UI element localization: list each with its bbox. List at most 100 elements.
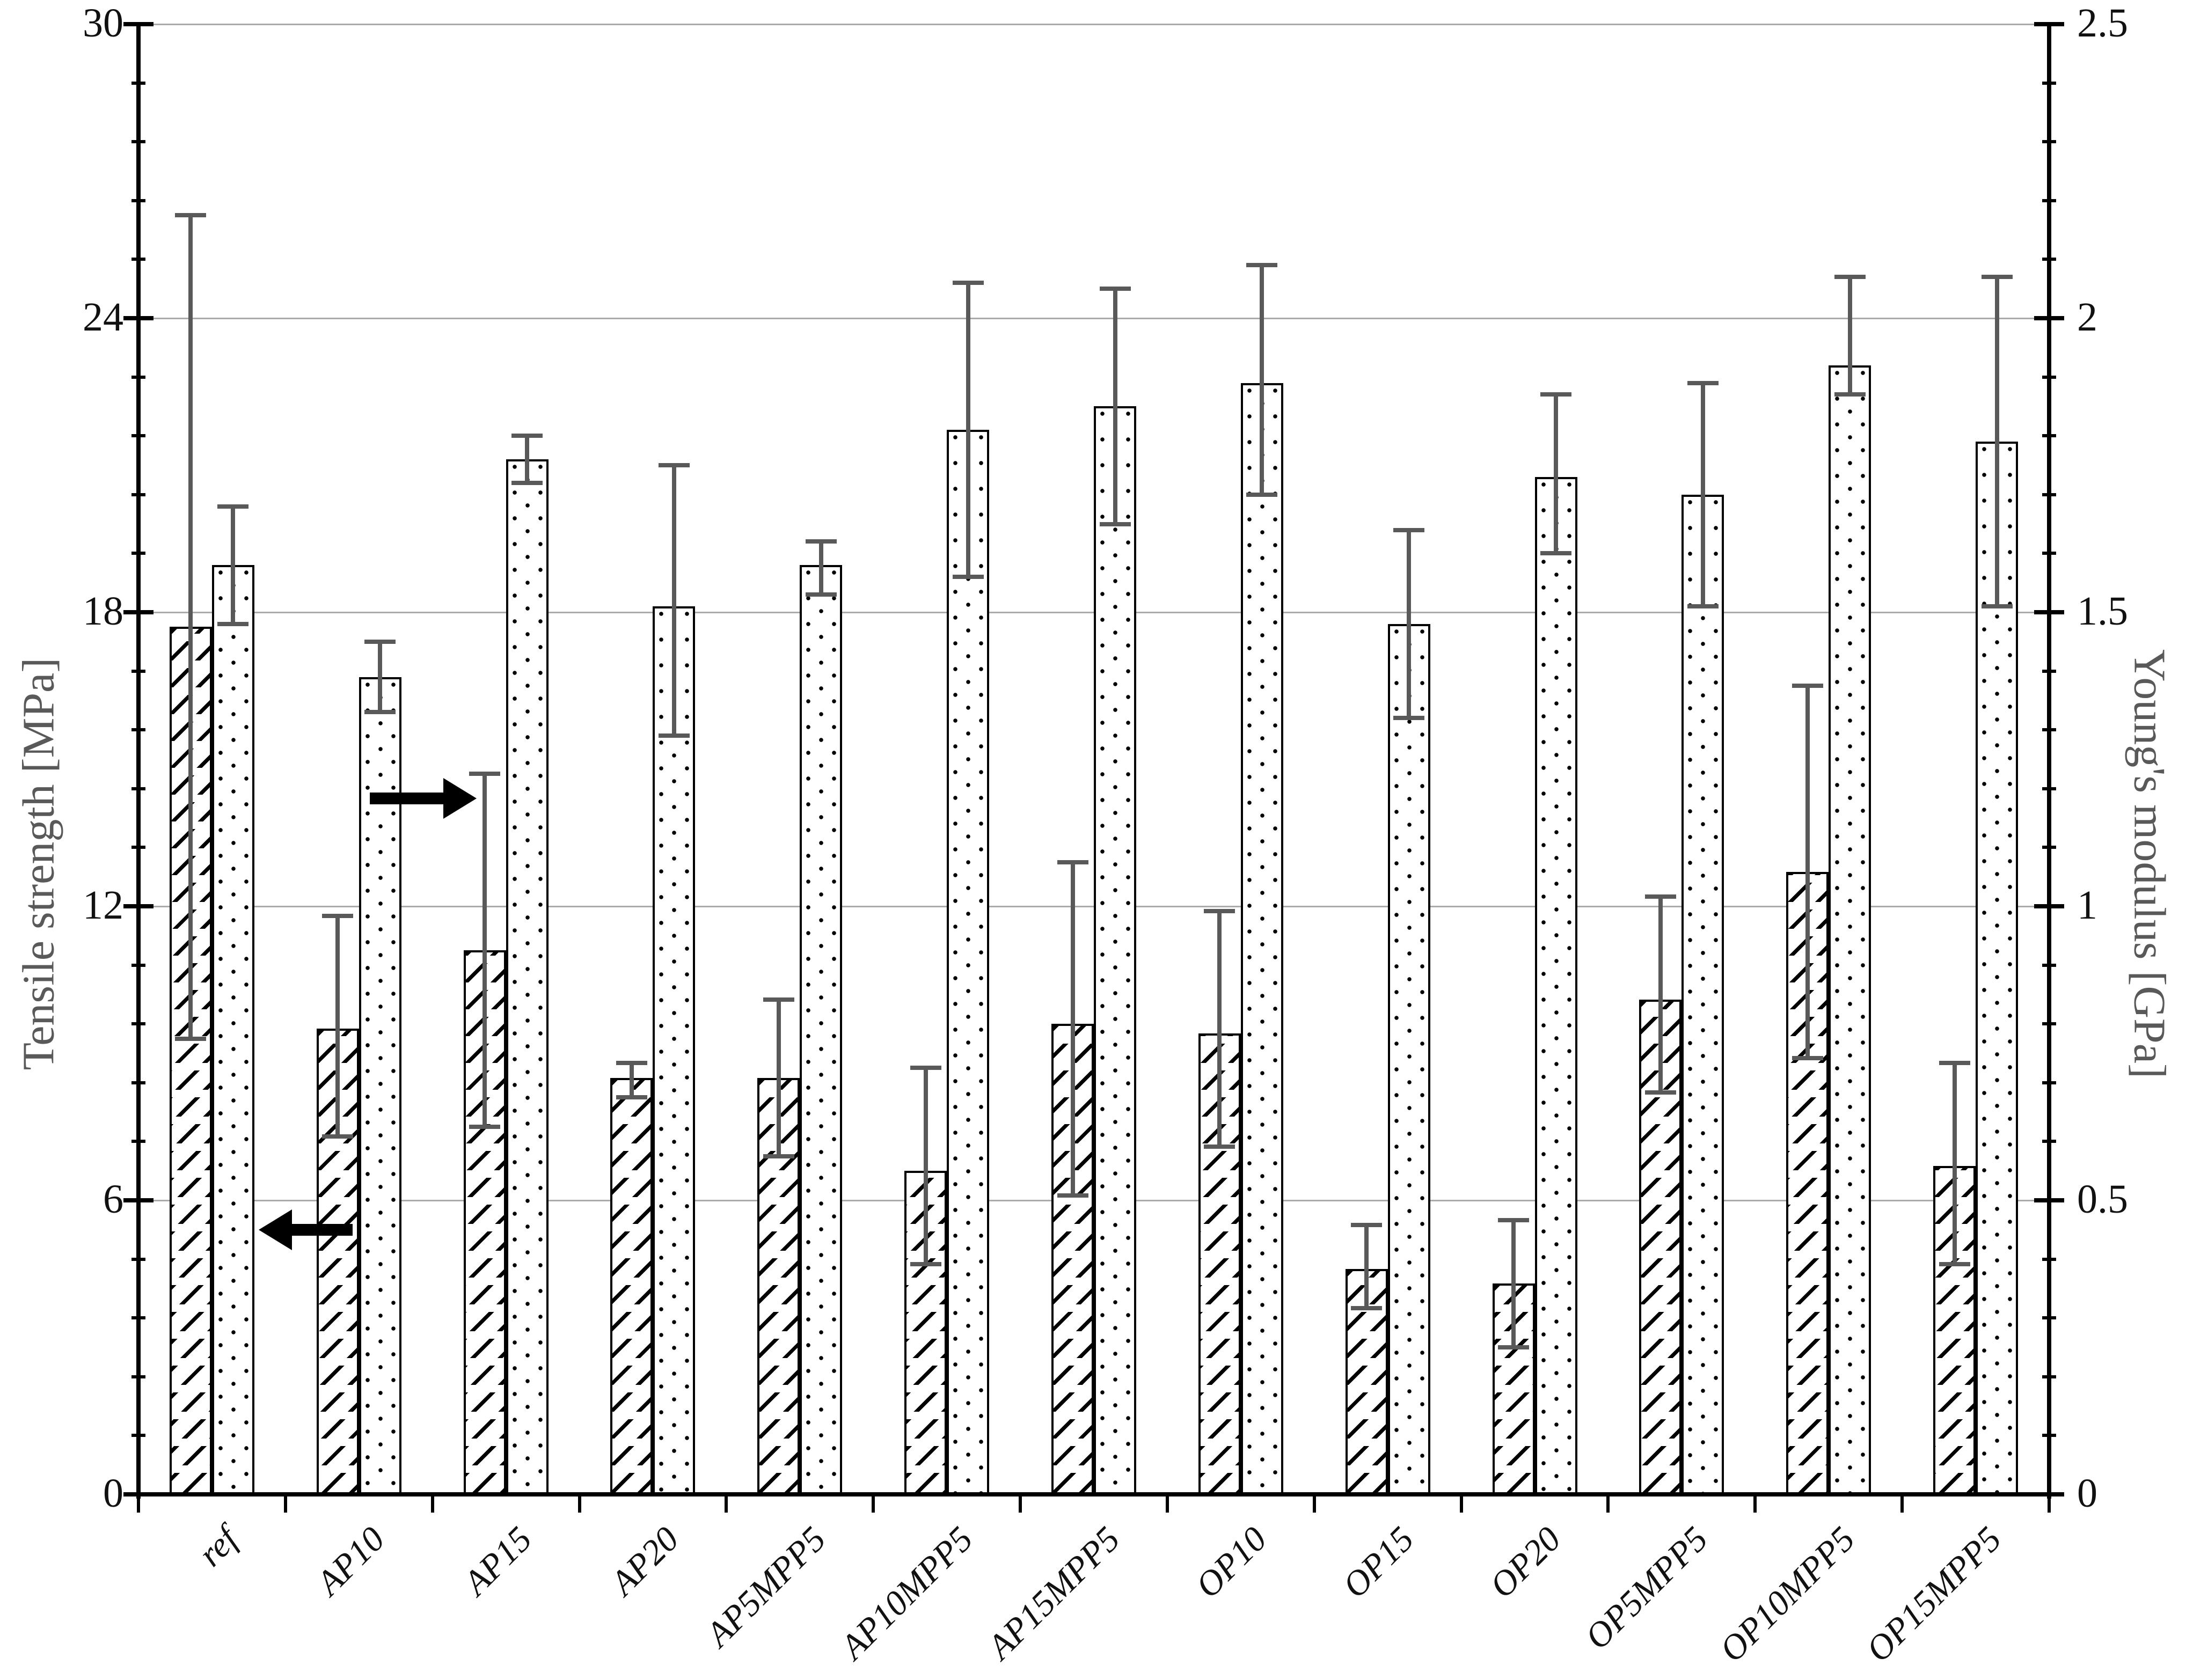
right-axis-tick-label: 2.5: [2077, 1, 2128, 46]
tensile-error-cap-bottom-AP5MPP5: [763, 1154, 794, 1158]
youngs-modulus-bar-OP15: [1387, 623, 1430, 1494]
tensile-strength-bar-ref: [169, 627, 212, 1494]
modulus-error-bar-OP10MPP5: [1847, 277, 1852, 395]
minor-tick-left-axis: [131, 846, 145, 849]
minor-tick-left-axis: [131, 81, 145, 85]
right-axis-tick-label: 2: [2077, 295, 2097, 340]
category-label-AP10MPP5: AP10MPP5: [832, 1519, 981, 1667]
modulus-error-cap-bottom-OP5MPP5: [1687, 604, 1719, 609]
minor-tick-right-axis: [2042, 1375, 2056, 1378]
minor-tick-left-axis: [131, 552, 145, 555]
modulus-error-bar-AP20: [671, 465, 676, 736]
tensile-error-bar-AP5MPP5: [776, 999, 781, 1156]
right-axis-tick-label: 0: [2077, 1471, 2097, 1516]
modulus-error-bar-AP10: [378, 641, 383, 713]
tensile-error-cap-top-AP5MPP5: [763, 997, 794, 1002]
category-label-OP15MPP5: OP15MPP5: [1859, 1519, 2009, 1670]
minor-tick-left-axis: [131, 1316, 145, 1320]
minor-tick-right-axis: [2042, 787, 2056, 790]
x-axis-line: [136, 1492, 2051, 1496]
modulus-error-cap-top-OP15: [1393, 527, 1425, 532]
modulus-error-bar-OP20: [1554, 394, 1559, 554]
youngs-modulus-bar-AP15MPP5: [1094, 406, 1136, 1494]
tensile-error-cap-bottom-OP15MPP5: [1939, 1261, 1970, 1266]
right-y-axis-line: [2047, 24, 2051, 1499]
x-axis-boundary-tick: [577, 1496, 581, 1513]
modulus-error-cap-bottom-ref: [217, 621, 249, 626]
tensile-error-cap-top-OP15MPP5: [1939, 1061, 1970, 1066]
minor-tick-left-axis: [131, 375, 145, 379]
minor-tick-left-axis: [131, 1140, 145, 1143]
major-tick-right-axis: [2034, 1492, 2064, 1496]
tensile-error-cap-bottom-OP20: [1498, 1345, 1530, 1349]
x-axis-boundary-tick: [1459, 1496, 1463, 1513]
category-label-AP5MPP5: AP5MPP5: [698, 1519, 834, 1654]
youngs-modulus-bar-AP15: [506, 459, 549, 1494]
minor-tick-left-axis: [131, 669, 145, 673]
category-label-OP10: OP10: [1188, 1519, 1275, 1606]
major-tick-left-axis: [123, 904, 153, 908]
category-label-AP15: AP15: [456, 1519, 539, 1603]
tensile-error-bar-AP10: [335, 916, 340, 1137]
x-axis-boundary-tick: [1019, 1496, 1022, 1513]
major-tick-right-axis: [2034, 904, 2064, 908]
modulus-error-cap-bottom-OP10: [1246, 492, 1278, 497]
x-axis-boundary-tick: [1900, 1496, 1904, 1513]
x-axis-boundary-tick: [283, 1496, 287, 1513]
left-axis-tick-label: 12: [83, 883, 123, 928]
modulus-error-cap-top-OP20: [1540, 392, 1572, 397]
tensile-error-cap-top-OP10MPP5: [1792, 684, 1823, 688]
modulus-error-bar-OP10: [1260, 265, 1264, 495]
minor-tick-right-axis: [2042, 493, 2056, 496]
modulus-error-cap-top-AP10: [364, 639, 396, 644]
modulus-error-bar-AP10MPP5: [966, 283, 970, 577]
minor-tick-left-axis: [131, 434, 145, 438]
major-gridline: [138, 317, 2049, 319]
minor-tick-left-axis: [131, 493, 145, 496]
modulus-error-cap-top-ref: [217, 504, 249, 509]
left-arrow-shaft: [291, 1223, 353, 1236]
minor-tick-left-axis: [131, 787, 145, 790]
minor-tick-left-axis: [131, 199, 145, 202]
major-tick-right-axis: [2034, 610, 2064, 614]
tensile-error-cap-bottom-AP10MPP5: [910, 1261, 941, 1266]
modulus-error-cap-bottom-OP15MPP5: [1981, 604, 2013, 609]
tensile-error-cap-top-OP5MPP5: [1644, 894, 1676, 899]
x-axis-boundary-tick: [430, 1496, 434, 1513]
category-label-AP15MPP5: AP15MPP5: [979, 1519, 1128, 1667]
category-label-ref: ref: [191, 1519, 246, 1574]
minor-tick-right-axis: [2042, 199, 2056, 202]
left-axis-tick-label: 6: [103, 1177, 123, 1222]
minor-tick-right-axis: [2042, 846, 2056, 849]
minor-tick-right-axis: [2042, 1434, 2056, 1437]
tensile-error-cap-top-ref: [175, 213, 207, 218]
minor-tick-right-axis: [2042, 1140, 2056, 1143]
tensile-strength-bar-AP5MPP5: [757, 1077, 800, 1494]
modulus-error-cap-bottom-OP10MPP5: [1834, 392, 1866, 397]
tensile-error-cap-bottom-OP15: [1351, 1305, 1383, 1310]
minor-tick-left-axis: [131, 728, 145, 732]
category-label-OP20: OP20: [1482, 1519, 1568, 1606]
youngs-modulus-bar-OP15MPP5: [1976, 442, 2019, 1494]
youngs-modulus-bar-OP10MPP5: [1829, 365, 1871, 1494]
minor-tick-left-axis: [131, 1434, 145, 1437]
minor-tick-right-axis: [2042, 1081, 2056, 1084]
tensile-error-cap-bottom-OP5MPP5: [1644, 1090, 1676, 1095]
modulus-error-cap-top-OP15MPP5: [1981, 275, 2013, 280]
right-axis-tick-label: 1.5: [2077, 589, 2128, 634]
tensile-error-bar-AP20: [629, 1063, 634, 1098]
youngs-modulus-bar-AP5MPP5: [800, 565, 843, 1494]
minor-tick-right-axis: [2042, 728, 2056, 732]
tensile-error-cap-bottom-AP10: [322, 1134, 354, 1139]
modulus-error-bar-OP15: [1407, 530, 1412, 718]
tensile-error-bar-OP5MPP5: [1658, 896, 1663, 1093]
right-axis-tick-label: 1: [2077, 883, 2097, 928]
tensile-strength-bar-OP10MPP5: [1786, 872, 1829, 1494]
minor-tick-right-axis: [2042, 434, 2056, 438]
x-axis-boundary-tick: [1753, 1496, 1757, 1513]
modulus-error-cap-top-AP10MPP5: [952, 281, 984, 285]
minor-tick-right-axis: [2042, 1316, 2056, 1320]
left-y-axis-line: [136, 24, 141, 1499]
tensile-error-bar-AP15: [482, 774, 487, 1127]
tensile-strength-bar-AP20: [610, 1077, 653, 1494]
